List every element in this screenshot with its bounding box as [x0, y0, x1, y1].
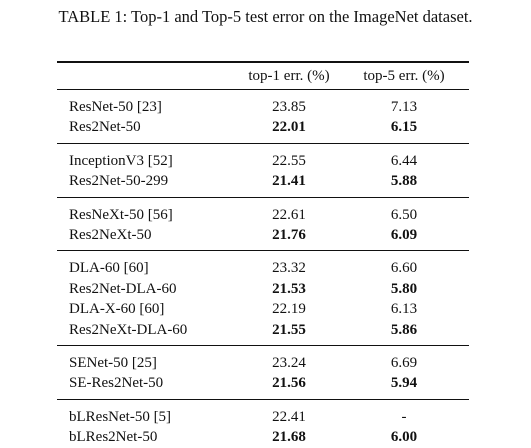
row-name: SE-Res2Net-50 — [69, 375, 164, 392]
top1-cell: 22.01 — [272, 119, 306, 136]
row-name: bLRes2Net-50 — [69, 429, 158, 446]
rule — [57, 345, 469, 346]
rule — [57, 89, 469, 90]
top1-cell: 23.85 — [272, 99, 306, 115]
top1-cell: 21.55 — [272, 321, 306, 338]
top5-cell: 6.09 — [390, 227, 418, 243]
top1-cell: 21.68 — [272, 429, 306, 446]
row-name: DLA-60 [60] — [69, 260, 149, 277]
top1-cell: 21.76 — [272, 227, 306, 243]
row-name: InceptionV3 [52] — [69, 152, 173, 169]
row-name: Res2Net-DLA-60 — [69, 280, 177, 297]
header-cell: top-1 err. (%) — [248, 68, 330, 84]
rule — [57, 142, 469, 144]
top1-cell: 22.61 — [272, 206, 306, 223]
top1-cell: 22.55 — [272, 152, 306, 169]
rule — [57, 61, 469, 63]
row-name: Res2NeXt-DLA-60 — [69, 321, 188, 338]
top1-cell: 21.56 — [272, 375, 306, 392]
top5-cell: 6.15 — [390, 119, 418, 136]
row-name: SENet-50 [25] — [69, 355, 157, 371]
top5-cell: 6.13 — [390, 301, 418, 318]
top5-cell: 6.00 — [390, 429, 418, 446]
top5-cell: 6.60 — [390, 260, 418, 277]
row-name: Res2NeXt-50 — [69, 227, 152, 243]
row-name: Res2Net-50-299 — [69, 173, 169, 190]
row-name: bLResNet-50 [5] — [69, 408, 172, 425]
top1-cell: 23.24 — [272, 355, 306, 371]
top5-cell: 5.86 — [390, 321, 418, 338]
top5-cell: 6.44 — [390, 152, 418, 169]
top5-cell: 6.69 — [390, 355, 418, 371]
top5-cell: 6.50 — [390, 206, 418, 223]
top5-cell: 5.88 — [390, 173, 418, 190]
top1-cell: 21.41 — [272, 173, 306, 190]
top5-cell: - — [401, 408, 407, 425]
top1-cell: 22.41 — [272, 408, 306, 425]
header-cell: top-5 err. (%) — [363, 68, 445, 84]
rule — [57, 196, 469, 198]
top1-cell: 23.32 — [272, 260, 306, 277]
row-name: Res2Net-50 — [69, 119, 141, 136]
rule — [57, 250, 469, 252]
top1-cell: 22.19 — [272, 301, 306, 318]
row-name: ResNeXt-50 [56] — [69, 206, 173, 223]
rule — [57, 398, 469, 400]
top5-cell: 5.80 — [390, 280, 418, 297]
top5-cell: 5.94 — [390, 375, 418, 392]
row-name: DLA-X-60 [60] — [69, 301, 165, 318]
row-name: ResNet-50 [23] — [69, 99, 162, 115]
top5-cell: 7.13 — [390, 99, 418, 115]
top1-cell: 21.53 — [272, 280, 306, 297]
caption: TABLE 1: Top-1 and Top-5 test error on t… — [58, 7, 473, 26]
